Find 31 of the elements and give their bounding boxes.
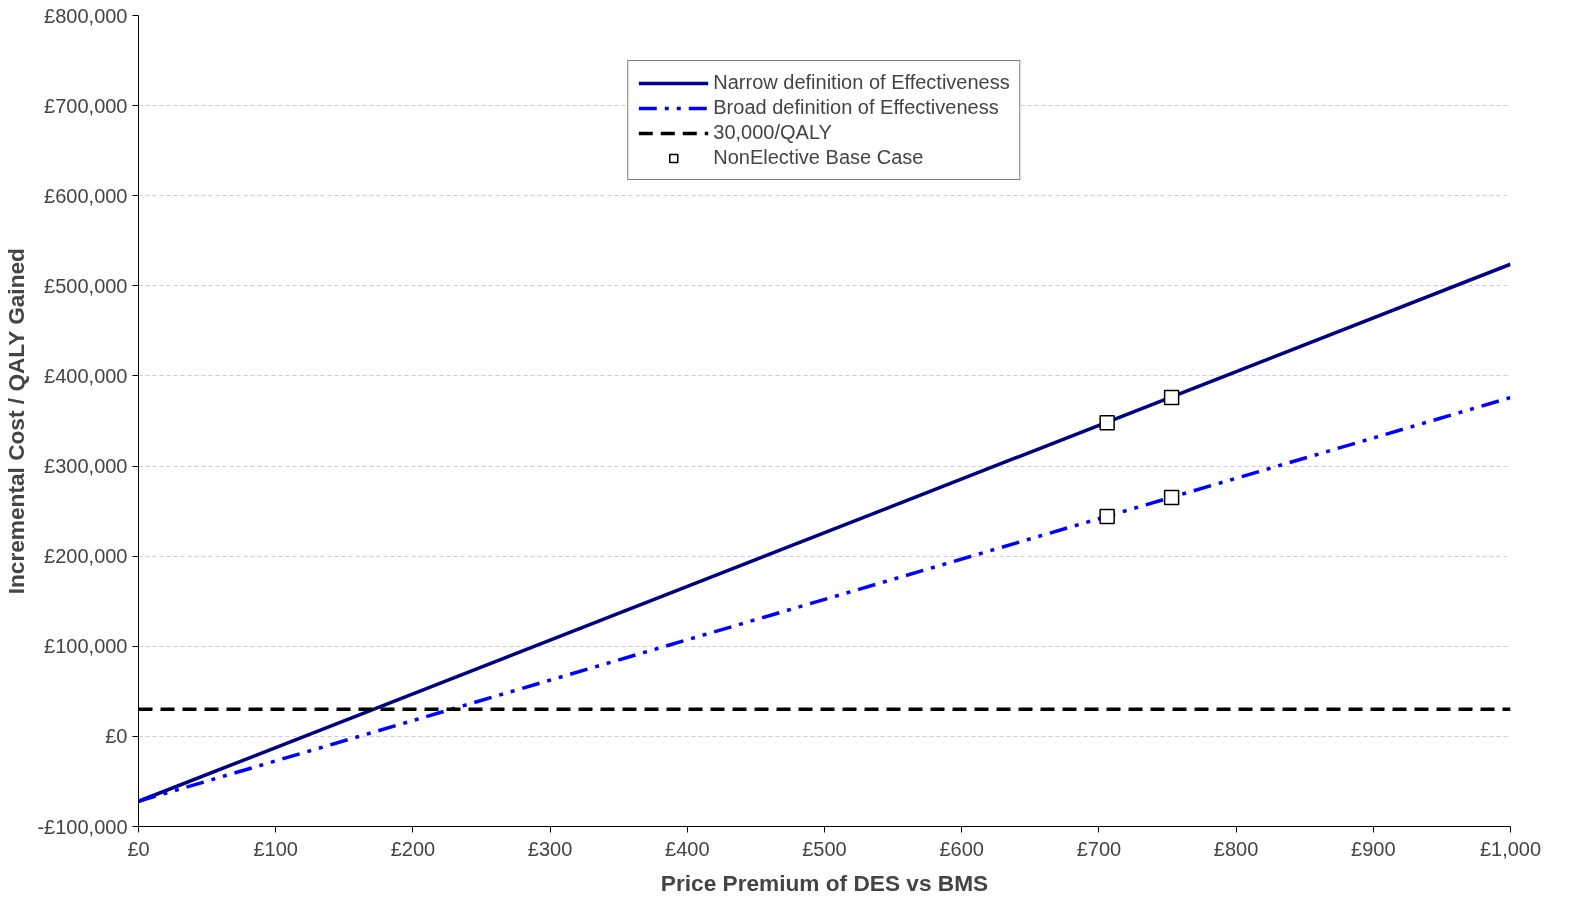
x-tick-label: £700: [1076, 837, 1122, 860]
x-tick-label: £200: [390, 837, 436, 860]
y-tick-label: £300,000: [44, 455, 128, 478]
legend-label: NonElective Base Case: [713, 146, 924, 169]
legend-label: Narrow definition of Effectiveness: [713, 71, 1010, 94]
y-tick-label: £800,000: [44, 4, 128, 27]
x-axis-title: Price Premium of DES vs BMS: [660, 869, 989, 896]
y-tick-label: £200,000: [44, 545, 128, 568]
legend-label: 30,000/QALY: [713, 121, 832, 144]
point: [1099, 508, 1115, 525]
x-tick-label: £300: [527, 837, 573, 860]
point: [1163, 489, 1180, 506]
x-tick-label: £500: [802, 837, 847, 860]
y-axis-title: Incremental Cost / QALY Gained: [3, 248, 30, 595]
x-tick-label: £1,000: [1479, 837, 1542, 860]
x-tick-label: £900: [1351, 837, 1396, 860]
y-tick-label: £700,000: [44, 94, 128, 117]
legend-label: Broad definition of Effectiveness: [713, 96, 999, 119]
y-tick-label: £0: [105, 725, 128, 748]
y-tick-label: £100,000: [44, 635, 128, 658]
point: [1099, 415, 1115, 431]
y-tick-label: £600,000: [44, 184, 128, 207]
point: [1163, 389, 1180, 406]
x-tick-label: £0: [127, 837, 150, 860]
x-tick-label: £100: [253, 837, 298, 860]
y-tick-label: -£100,000: [37, 815, 128, 838]
x-tick-label: £400: [665, 837, 710, 860]
x-tick-label: £800: [1213, 837, 1259, 860]
x-tick-label: £600: [939, 837, 984, 860]
y-tick-label: £400,000: [44, 364, 128, 387]
y-tick-label: £500,000: [44, 274, 128, 297]
